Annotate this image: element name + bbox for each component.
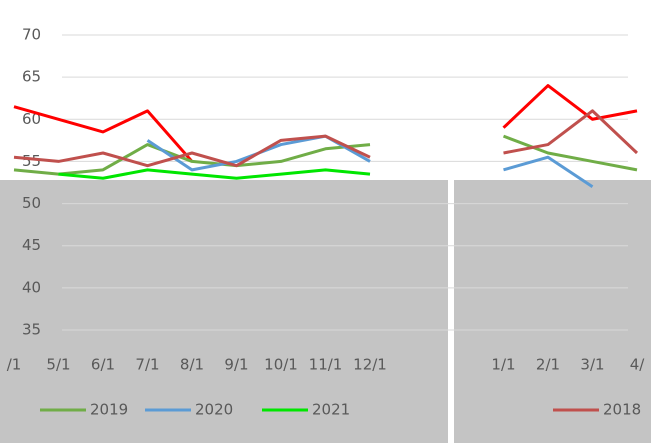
x-tick-label: /1: [7, 356, 22, 374]
x-tick-label: 10/1: [264, 356, 298, 374]
x-tick-label: 7/1: [135, 356, 159, 374]
x-tick-label: 8/1: [180, 356, 204, 374]
x-tick-label: 4/: [630, 356, 646, 374]
series-line: [13, 134, 638, 176]
panel-divider: [448, 160, 454, 443]
glitch-panel: [0, 180, 651, 443]
legend-label: 2021: [312, 401, 350, 419]
x-tick-label: 1/1: [491, 356, 515, 374]
series-line: [58, 168, 371, 180]
x-tick-label: 12/1: [353, 356, 387, 374]
legend-label: 2018: [603, 401, 641, 419]
x-tick-label: 2/1: [536, 356, 560, 374]
series-line: [13, 109, 639, 168]
x-tick-label: 5/1: [46, 356, 70, 374]
y-tick-label: 50: [22, 194, 41, 212]
legend-label: 2019: [90, 401, 128, 419]
y-tick-label: 70: [22, 26, 41, 44]
x-tick-label: 9/1: [224, 356, 248, 374]
y-tick-label: 55: [22, 152, 41, 170]
y-tick-label: 65: [22, 68, 41, 86]
x-tick-label: 3/1: [580, 356, 604, 374]
y-tick-label: 45: [22, 236, 41, 254]
y-tick-label: 35: [22, 321, 41, 339]
x-tick-label: 11/1: [309, 356, 343, 374]
series-line: [13, 84, 638, 163]
y-tick-label: 40: [22, 278, 41, 296]
x-tick-label: 6/1: [91, 356, 115, 374]
legend-label: 2020: [195, 401, 233, 419]
